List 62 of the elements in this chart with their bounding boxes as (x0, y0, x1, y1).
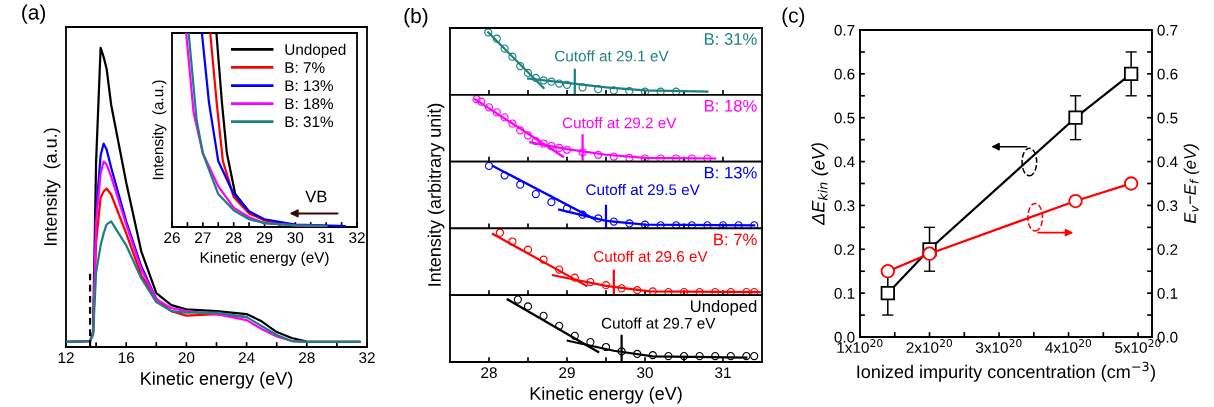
y-tick-label: 0.6 (834, 68, 855, 80)
x-tick-label: 28 (481, 367, 497, 379)
chart-title: (a) (22, 4, 46, 24)
text: Undoped (690, 299, 757, 316)
y-axis-title: Intensity (a.u.) (43, 128, 61, 246)
x-tick-label: 29 (559, 367, 575, 379)
y-axis-title: Intensity (a.u.) (152, 80, 167, 180)
x-tick-label: 30 (637, 367, 653, 379)
x-tick-label: 27 (195, 232, 211, 243)
y2-tick-label: 0.6 (1157, 68, 1178, 80)
x-axis-title: Kinetic energy (eV) (530, 386, 682, 404)
x-tick-label: 32 (349, 232, 365, 244)
chart-title: (b) (404, 7, 428, 28)
x-tick-label: 3x10$^{20}$ (975, 339, 1022, 353)
text: B: 7% (714, 233, 757, 246)
text: B: 13% (704, 166, 757, 179)
x-tick-label: 26 (164, 232, 180, 244)
x-tick-label: 31 (715, 367, 731, 379)
x-tick-label: 29 (256, 232, 273, 244)
x-tick-label: 12 (58, 352, 74, 363)
annotation: Cutoff at 29.6 eV (594, 250, 708, 262)
annotation: Cutoff at 29.5 eV (586, 183, 700, 196)
legend-label: B: 31% (285, 116, 334, 128)
y-tick-label: 0.3 (834, 200, 855, 212)
y-tick-label: 0.5 (834, 112, 855, 124)
x-tick-label: 32 (359, 352, 375, 364)
y-axis-title: ΔE$_{kin}$ (eV) (811, 143, 829, 226)
text: B: 31% (704, 33, 757, 45)
x-axis-title: Kinetic energy (eV) (200, 251, 329, 266)
x-tick-label: 24 (238, 352, 255, 363)
y2-axis-title: E$_{v}$−E$_{f}$ (eV) (1183, 144, 1200, 224)
y-tick-label: 0.7 (834, 24, 855, 36)
annotation: VB (305, 190, 327, 203)
y2-tick-label: 0.2 (1157, 244, 1178, 255)
text: B: 18% (704, 99, 757, 112)
legend-label: B: 18% (285, 98, 334, 110)
annotation: Cutoff at 29.7 eV (601, 317, 716, 329)
annotation: Cutoff at 29.1 eV (555, 50, 669, 62)
x-axis-title: Kinetic energy (eV) (141, 371, 293, 389)
y2-tick-label: 0.4 (1157, 156, 1178, 168)
x-tick-label: 31 (318, 232, 334, 244)
y-tick-label: 0.2 (834, 244, 855, 255)
annotation: Cutoff at 29.2 eV (562, 117, 677, 129)
x-tick-label: 20 (178, 352, 195, 364)
x-tick-label: 4x10$^{20}$ (1045, 339, 1092, 353)
chart-title: (c) (782, 7, 805, 27)
x-tick-label: 16 (118, 352, 135, 364)
legend-label: B: 7% (285, 62, 325, 73)
x-axis-title: Ionized impurity concentration (cm$^{−3}$) (857, 361, 1155, 382)
legend-label: B: 13% (285, 80, 334, 92)
y-axis-title: Intensity (arbitrary unit) (427, 103, 445, 286)
y2-tick-label: 0.7 (1157, 24, 1178, 36)
x-tick-label: 30 (287, 232, 304, 244)
x-tick-label: 28 (299, 352, 315, 364)
y2-tick-label: 0.3 (1157, 200, 1178, 212)
x-tick-label: 28 (225, 232, 242, 244)
y-tick-label: 0.1 (834, 288, 855, 299)
x-tick-label: 2x10$^{20}$ (906, 339, 953, 353)
legend-label: Undoped (285, 43, 346, 58)
y2-tick-label: 0.1 (1157, 288, 1178, 299)
y2-tick-label: 0.5 (1157, 112, 1178, 124)
y-tick-label: 0.4 (834, 156, 855, 168)
